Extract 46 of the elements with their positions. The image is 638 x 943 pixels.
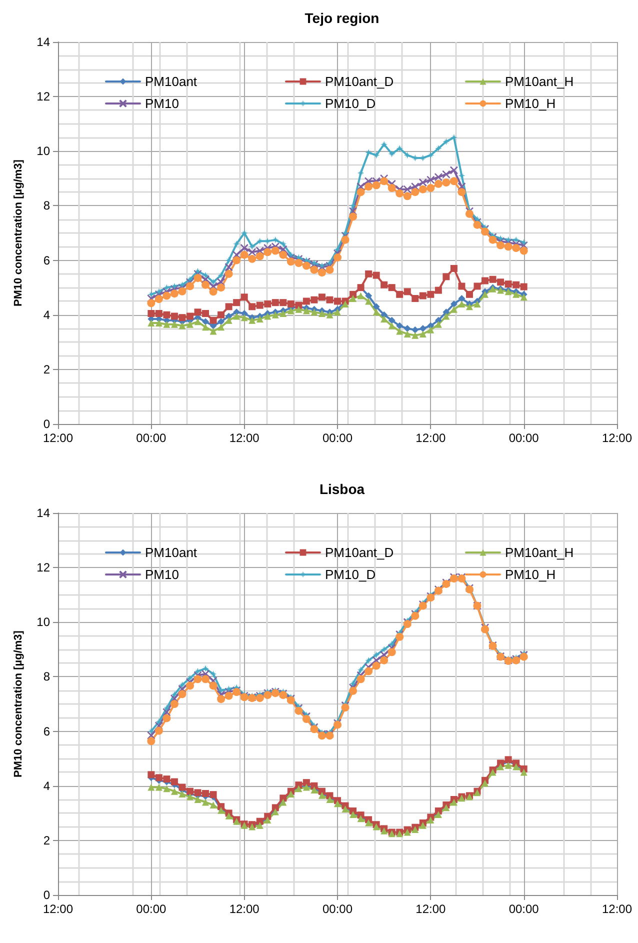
- x-tick-label: 12:00: [602, 902, 632, 916]
- legend-label: PM10ant: [145, 74, 198, 89]
- x-tick-label: 12:00: [416, 902, 446, 916]
- legend-label: PM10: [145, 567, 179, 582]
- y-tick-label: 0: [43, 417, 50, 431]
- chart-title: Lisboa: [319, 481, 365, 497]
- y-tick-label: 8: [43, 670, 50, 684]
- legend-label: PM10: [145, 96, 179, 111]
- x-tick-label: 12:00: [229, 902, 260, 916]
- legend-label: PM10ant_D: [325, 74, 394, 89]
- y-tick-label: 2: [43, 833, 50, 848]
- y-tick-label: 10: [36, 615, 50, 630]
- y-tick-label: 14: [36, 35, 50, 49]
- y-axis-title: PM10 concentration [µg/m3]: [12, 630, 24, 778]
- x-tick-label: 12:00: [416, 431, 446, 445]
- x-tick-label: 12:00: [602, 431, 632, 445]
- y-tick-label: 12: [36, 560, 50, 575]
- y-tick-label: 10: [36, 144, 50, 158]
- x-tick-label: 12:00: [42, 431, 74, 445]
- legend-label: PM10ant_H: [505, 74, 574, 89]
- x-tick-label: 12:00: [229, 431, 260, 445]
- legend-label: PM10ant_D: [325, 545, 394, 560]
- y-tick-label: 4: [43, 308, 50, 322]
- y-tick-label: 6: [43, 724, 50, 738]
- y-tick-label: 12: [36, 90, 50, 104]
- legend-label: PM10_D: [325, 567, 376, 582]
- chart-title: Tejo region: [304, 10, 380, 26]
- legend-label: PM10ant: [145, 545, 198, 560]
- y-tick-label: 4: [43, 778, 50, 793]
- y-axis-title: PM10 concentration [µg/m3]: [12, 159, 24, 306]
- y-tick-label: 14: [36, 506, 50, 520]
- x-tick-label: 00:00: [508, 902, 540, 916]
- y-tick-label: 0: [43, 888, 50, 902]
- x-tick-label: 12:00: [42, 902, 74, 916]
- y-tick-label: 2: [43, 362, 50, 376]
- y-tick-label: 6: [43, 253, 50, 268]
- y-tick-label: 8: [43, 198, 50, 213]
- x-tick-label: 00:00: [322, 902, 353, 916]
- legend-label: PM10ant_H: [505, 545, 574, 560]
- x-tick-label: 00:00: [136, 431, 167, 445]
- legend-label: PM10_H: [505, 567, 556, 582]
- x-tick-label: 00:00: [322, 431, 353, 445]
- x-tick-label: 00:00: [136, 902, 167, 916]
- x-tick-label: 00:00: [508, 431, 540, 445]
- legend-label: PM10_D: [325, 96, 376, 111]
- legend-label: PM10_H: [505, 96, 556, 111]
